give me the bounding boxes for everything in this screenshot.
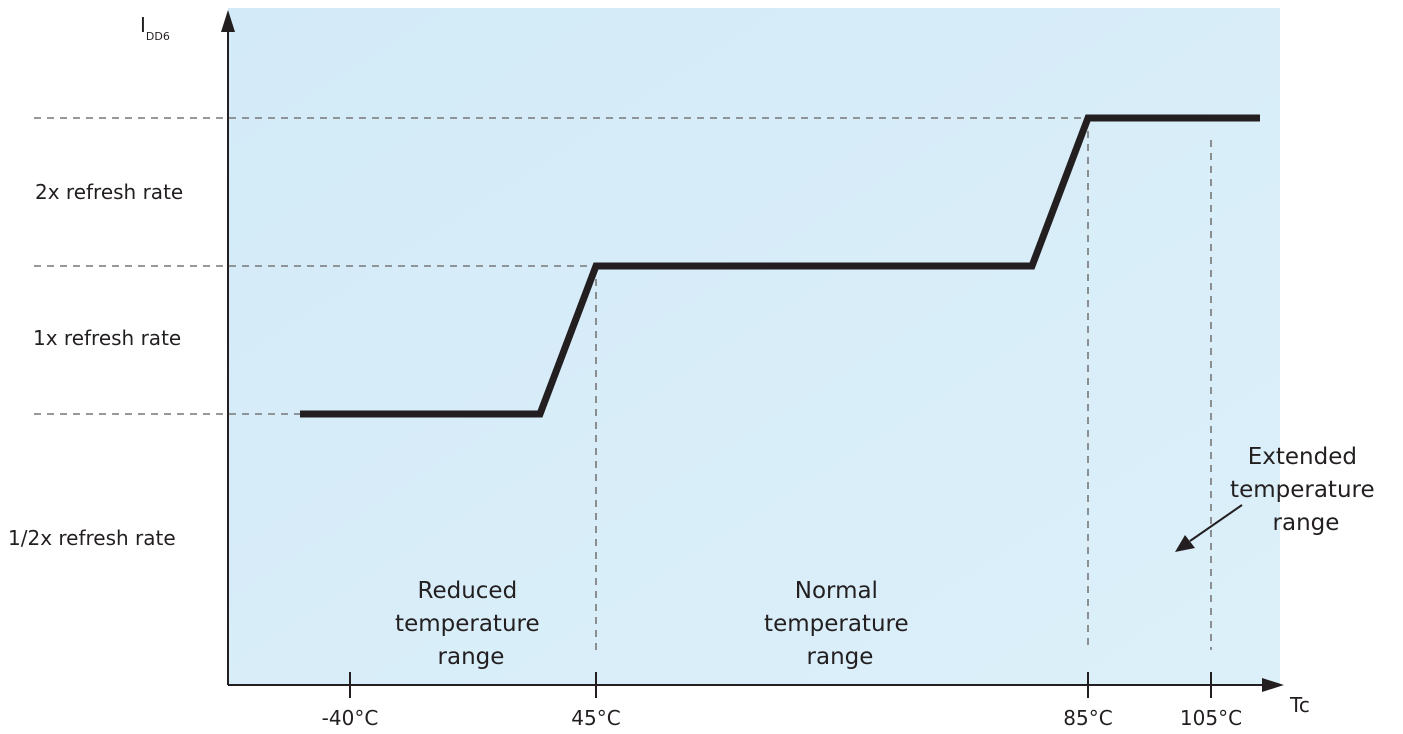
y-axis-label: IDD6 — [140, 13, 170, 43]
extended-range-arrow-head — [1175, 535, 1195, 552]
tick-label-85: 85°C — [1063, 706, 1112, 730]
tick-label-105: 105°C — [1180, 706, 1242, 730]
region-label-extended: Extended temperature range — [1230, 444, 1382, 536]
plot-background — [228, 8, 1280, 685]
tick-label-neg40: -40°C — [322, 706, 379, 730]
y-axis-label-subscript: DD6 — [146, 30, 170, 43]
x-axis-label: Tc — [1289, 693, 1310, 717]
region-label-normal: Normal temperature range — [764, 578, 916, 670]
x-axis-arrowhead — [1262, 678, 1284, 692]
tick-label-45: 45°C — [571, 706, 620, 730]
region-label-reduced: Reduced temperature range — [395, 578, 547, 670]
level-label-1x: 1x refresh rate — [33, 326, 181, 350]
level-label-2x: 2x refresh rate — [35, 180, 183, 204]
level-label-half: 1/2x refresh rate — [8, 526, 176, 550]
y-axis-arrowhead — [221, 10, 235, 32]
extended-range-arrow-shaft — [1189, 504, 1243, 542]
series-line-idd6 — [300, 114, 1260, 418]
